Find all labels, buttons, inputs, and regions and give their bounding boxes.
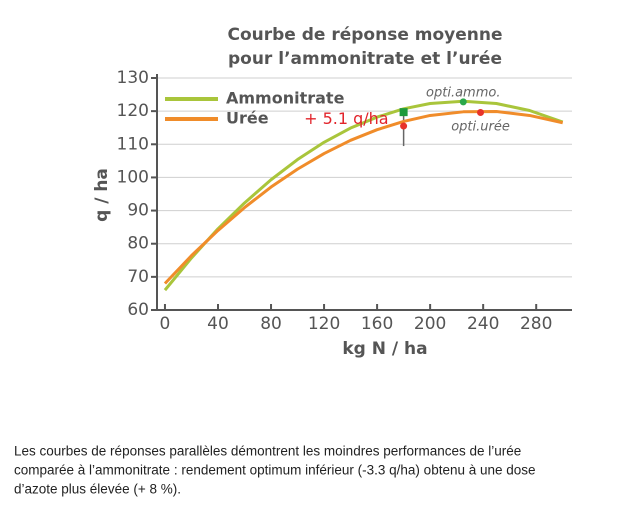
chart-title: Courbe de réponse moyenne bbox=[227, 25, 502, 45]
caption: Les courbes de réponses parallèles démon… bbox=[14, 444, 521, 459]
y-tick-label: 60 bbox=[127, 300, 149, 320]
series-line bbox=[163, 99, 564, 292]
legend-label: Urée bbox=[226, 109, 269, 128]
x-tick-label: 200 bbox=[414, 314, 446, 334]
y-tick-label: 120 bbox=[117, 101, 149, 121]
x-axis-label: kg N / ha bbox=[342, 339, 427, 359]
y-tick-label: 110 bbox=[117, 134, 149, 154]
x-tick-label: 40 bbox=[207, 314, 229, 334]
x-tick-label: 160 bbox=[361, 314, 393, 334]
y-tick-label: 130 bbox=[117, 68, 149, 88]
x-tick-label: 240 bbox=[467, 314, 499, 334]
x-tick-label: 120 bbox=[308, 314, 340, 334]
annotation: opti.urée bbox=[451, 120, 510, 135]
y-tick-label: 90 bbox=[127, 201, 149, 221]
x-tick-label: 80 bbox=[260, 314, 282, 334]
caption: comparée à l’ammonitrate : rendement opt… bbox=[14, 463, 536, 478]
annotation: + 5.1 q/ha bbox=[304, 109, 389, 128]
y-axis-label: q / ha bbox=[92, 168, 112, 222]
legend-label: Ammonitrate bbox=[226, 89, 345, 108]
series-line bbox=[163, 109, 564, 285]
x-tick-label: 0 bbox=[160, 314, 171, 334]
chart-title: pour l’ammonitrate et l’urée bbox=[228, 49, 502, 69]
y-tick-label: 100 bbox=[117, 167, 149, 187]
marker bbox=[399, 108, 408, 117]
annotation: opti.ammo. bbox=[426, 85, 500, 100]
marker bbox=[477, 108, 485, 116]
y-tick-label: 80 bbox=[127, 234, 149, 254]
marker bbox=[459, 98, 467, 106]
y-tick-label: 70 bbox=[127, 267, 149, 287]
marker bbox=[400, 122, 408, 130]
x-tick-label: 280 bbox=[520, 314, 552, 334]
caption: d’azote plus élevée (+ 8 %). bbox=[14, 482, 181, 497]
